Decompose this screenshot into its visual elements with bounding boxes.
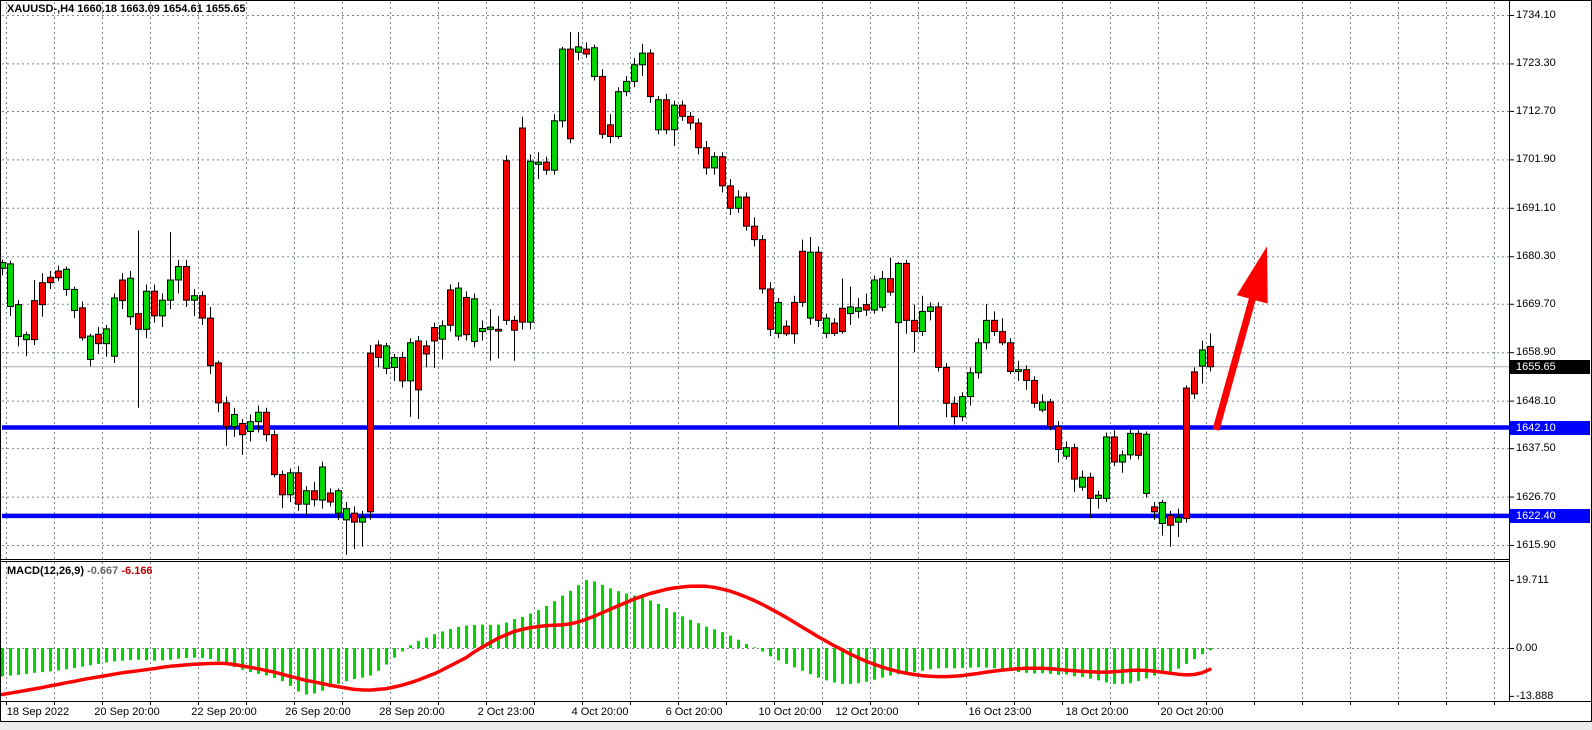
support-price-badge: 1642.10: [1510, 420, 1590, 435]
chart-title: XAUUSD-,H4 1660.18 1663.09 1654.61 1655.…: [7, 3, 246, 15]
macd-signal-value: -6.166: [121, 565, 153, 577]
macd-axis-label: 19.711: [1516, 574, 1549, 587]
price-axis-label: 1691.10: [1516, 201, 1556, 214]
time-axis-label: 28 Sep 20:00: [379, 706, 445, 718]
macd-name: MACD(12,26,9): [7, 565, 85, 577]
price-axis-label: 1701.90: [1516, 153, 1556, 166]
current-price-badge: 1655.65: [1510, 359, 1590, 374]
price-axis-label: 1669.70: [1516, 297, 1556, 310]
time-axis-label: 26 Sep 20:00: [285, 706, 351, 718]
candlesticks-layer: [0, 32, 1214, 555]
time-axis-label: 20 Oct 20:00: [1160, 706, 1224, 718]
macd-indicator-label: MACD(12,26,9) -0.667 -6.166: [7, 565, 153, 577]
price-axis-label: 1648.10: [1516, 394, 1556, 407]
support-lines[interactable]: [2, 425, 1509, 519]
time-axis-label: 18 Oct 20:00: [1065, 706, 1129, 718]
time-axis-label: 2 Oct 23:00: [477, 706, 535, 718]
price-axis-label: 1680.30: [1516, 250, 1556, 263]
time-axis-label: 18 Sep 2022: [6, 706, 70, 718]
bullish-arrow-annotation[interactable]: [1212, 246, 1268, 431]
price-axis-label: 1734.10: [1516, 9, 1556, 21]
time-axis-label: 20 Sep 20:00: [94, 706, 160, 718]
price-axis-label: 1637.50: [1516, 442, 1556, 455]
price-axis-label: 1615.90: [1516, 538, 1556, 551]
time-axis-label: 6 Oct 20:00: [665, 706, 723, 718]
window-bottom-strip: [0, 722, 1592, 730]
time-axis-label: 22 Sep 20:00: [191, 706, 257, 718]
time-axis-label: 16 Oct 23:00: [968, 706, 1032, 718]
macd-axis-label: -13.888: [1516, 689, 1554, 702]
macd-indicator-layer: [0, 580, 1212, 697]
time-axis-label: 10 Oct 20:00: [758, 706, 822, 718]
price-axis-label: 1626.70: [1516, 490, 1556, 503]
macd-axis-label: 0.00: [1516, 642, 1538, 654]
time-axis-label: 12 Oct 20:00: [835, 706, 899, 718]
price-axis-label: 1723.30: [1516, 57, 1556, 70]
grid-lines: [2, 2, 1509, 701]
macd-value: -0.667: [87, 565, 119, 577]
support-price-badge: 1622.40: [1510, 508, 1590, 523]
price-axis-label: 1712.70: [1516, 104, 1556, 117]
time-axis-label: 4 Oct 20:00: [571, 706, 629, 718]
price-axis-label: 1658.90: [1516, 346, 1556, 359]
